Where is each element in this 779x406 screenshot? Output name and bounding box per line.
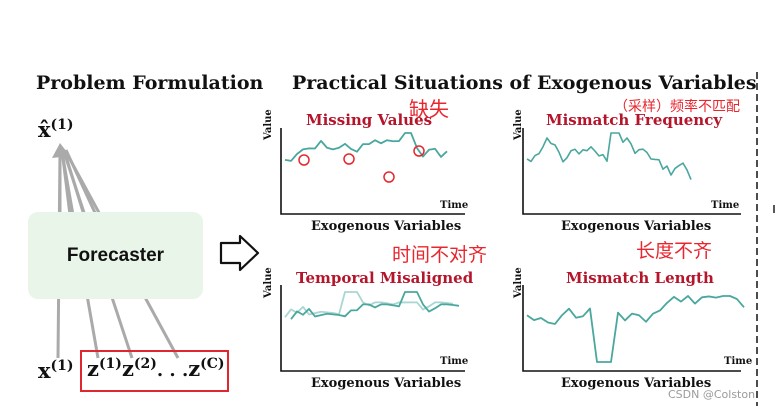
panel-frequency-series <box>526 132 692 180</box>
zc-symbol: z <box>188 356 201 381</box>
panel-missing-annotation: 缺失 <box>409 97 449 121</box>
missing-point-marker-2 <box>343 153 355 165</box>
panel-missing-title: Missing Values <box>306 111 433 129</box>
arrowhead <box>52 143 70 158</box>
watermark: CSDN @Colston <box>668 388 756 401</box>
arrow-stem-4 <box>64 149 98 216</box>
panel-temporal-ylabel: Value <box>263 267 274 298</box>
panel-temporal-series <box>290 291 460 320</box>
missing-point-marker-3 <box>383 171 395 183</box>
hollow-arrow-icon <box>219 234 260 272</box>
arrow-stem-2 <box>60 149 72 216</box>
panel-length-annotation: 长度不齐 <box>636 240 713 262</box>
panel-temporal-xlabel: Time <box>440 356 469 367</box>
z2-superscript: (2) <box>133 356 157 372</box>
panel-temporal-caption: Exogenous Variables <box>311 376 462 391</box>
forecaster-label: Forecaster <box>66 244 165 266</box>
left-panel-title: Problem Formulation <box>36 72 264 94</box>
z1-superscript: (1) <box>98 356 122 372</box>
ellipsis: . . . <box>156 360 189 381</box>
right-panel-title: Practical Situations of Exogenous Variab… <box>292 72 757 94</box>
panel-frequency-xlabel: Time <box>711 200 740 211</box>
missing-point-marker-4 <box>413 145 425 157</box>
panel-length-xlabel: Time <box>724 356 753 367</box>
panel-frequency-caption: Exogenous Variables <box>561 219 712 234</box>
target-symbol: x <box>38 358 51 383</box>
forecaster-box: Forecaster <box>28 212 203 299</box>
panel-frequency-ylabel: Value <box>513 109 524 140</box>
panel-temporal-axes <box>280 285 465 372</box>
panel-missing-caption: Exogenous Variables <box>311 219 462 234</box>
panel-temporal-title: Temporal Misaligned <box>296 269 474 287</box>
panel-length-title: Mismatch Length <box>566 269 714 287</box>
panel-temporal-annotation: 时间不对齐 <box>392 244 488 266</box>
output-symbol: x̂ <box>38 117 51 142</box>
panel-length-axes <box>522 285 741 372</box>
panel-length-ylabel: Value <box>513 267 524 298</box>
panel-frequency-axes <box>522 128 741 215</box>
missing-point-marker-1 <box>298 154 310 166</box>
z1-symbol: z <box>87 356 99 381</box>
panel-missing-ylabel: Value <box>263 109 274 140</box>
target-superscript: (1) <box>50 358 74 374</box>
panel-missing-axes <box>280 128 465 215</box>
arrow-stem-3 <box>62 149 86 216</box>
output-variable: x̂(1) <box>38 117 74 142</box>
panel-missing-series <box>284 132 448 162</box>
panel-length-series <box>526 295 745 363</box>
exogenous-variables-row: z(1)z(2). . .z(C) <box>87 356 225 381</box>
panel-frequency-annotation: （采样）频率不匹配 <box>614 99 740 115</box>
target-variable: x(1) <box>38 358 74 383</box>
exogenous-highlight-box <box>80 350 229 392</box>
output-superscript: (1) <box>50 117 74 133</box>
zc-superscript: (C) <box>200 356 225 372</box>
panel-frequency-title: Mismatch Frequency <box>546 111 723 129</box>
panel-length-caption: Exogenous Variables <box>561 376 712 391</box>
z2-symbol: z <box>121 356 134 381</box>
panel-missing-xlabel: Time <box>440 200 469 211</box>
